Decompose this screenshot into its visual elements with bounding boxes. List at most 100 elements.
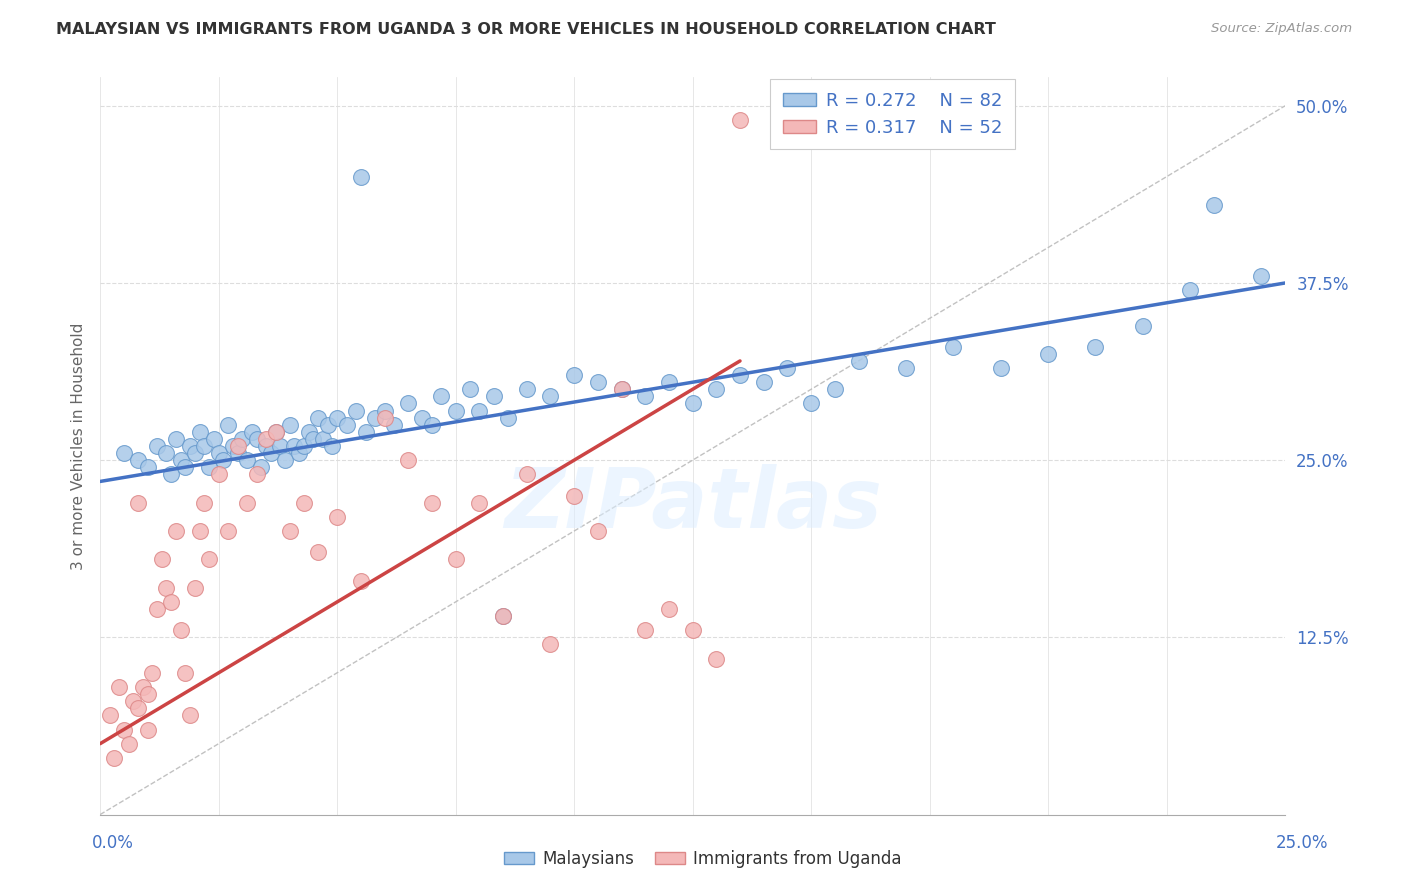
Point — [492, 609, 515, 624]
Point — [278, 417, 301, 432]
Point — [155, 581, 177, 595]
Point — [260, 446, 283, 460]
Point — [288, 446, 311, 460]
Point — [170, 453, 193, 467]
Point — [136, 687, 159, 701]
Point — [990, 361, 1012, 376]
Point — [108, 680, 131, 694]
Point — [193, 496, 215, 510]
Point — [942, 340, 965, 354]
Legend: Malaysians, Immigrants from Uganda: Malaysians, Immigrants from Uganda — [498, 844, 908, 875]
Point — [254, 432, 277, 446]
Point — [538, 637, 561, 651]
Point — [658, 602, 681, 616]
Legend: R = 0.272    N = 82, R = 0.317    N = 52: R = 0.272 N = 82, R = 0.317 N = 52 — [770, 79, 1015, 149]
Point — [136, 460, 159, 475]
Point — [292, 439, 315, 453]
Point — [298, 425, 321, 439]
Point — [411, 410, 433, 425]
Point — [245, 467, 267, 482]
Point — [155, 446, 177, 460]
Point — [312, 432, 335, 446]
Point — [150, 552, 173, 566]
Point — [396, 396, 419, 410]
Point — [264, 425, 287, 439]
Point — [516, 467, 538, 482]
Point — [127, 701, 149, 715]
Point — [586, 524, 609, 538]
Point — [610, 382, 633, 396]
Y-axis label: 3 or more Vehicles in Household: 3 or more Vehicles in Household — [72, 322, 86, 570]
Point — [682, 396, 704, 410]
Point — [207, 467, 229, 482]
Point — [776, 361, 799, 376]
Point — [103, 751, 125, 765]
Point — [132, 680, 155, 694]
Point — [496, 410, 519, 425]
Text: ZIPatlas: ZIPatlas — [503, 465, 882, 546]
Point — [122, 694, 145, 708]
Point — [468, 496, 491, 510]
Point — [146, 439, 169, 453]
Point — [350, 169, 373, 184]
Point — [373, 410, 395, 425]
Point — [179, 439, 201, 453]
Point — [254, 439, 277, 453]
Point — [516, 382, 538, 396]
Text: Source: ZipAtlas.com: Source: ZipAtlas.com — [1212, 22, 1353, 36]
Point — [250, 460, 273, 475]
Point — [634, 624, 657, 638]
Point — [160, 595, 183, 609]
Point — [184, 581, 207, 595]
Point — [728, 368, 751, 383]
Point — [174, 665, 197, 680]
Point — [184, 446, 207, 460]
Point — [112, 446, 135, 460]
Point — [160, 467, 183, 482]
Point — [396, 453, 419, 467]
Point — [226, 446, 249, 460]
Point — [141, 665, 163, 680]
Point — [634, 389, 657, 403]
Point — [207, 446, 229, 460]
Point — [198, 552, 221, 566]
Point — [307, 545, 329, 559]
Point — [1084, 340, 1107, 354]
Point — [430, 389, 453, 403]
Point — [344, 403, 367, 417]
Point — [292, 496, 315, 510]
Point — [1202, 198, 1225, 212]
Point — [236, 453, 259, 467]
Point — [127, 453, 149, 467]
Point — [364, 410, 387, 425]
Point — [752, 375, 775, 389]
Point — [240, 425, 263, 439]
Point — [382, 417, 405, 432]
Point — [146, 602, 169, 616]
Point — [269, 439, 291, 453]
Point — [226, 439, 249, 453]
Point — [222, 439, 245, 453]
Point — [824, 382, 846, 396]
Point — [217, 524, 239, 538]
Point — [165, 432, 187, 446]
Point — [245, 432, 267, 446]
Text: 25.0%: 25.0% — [1277, 834, 1329, 852]
Point — [444, 403, 467, 417]
Point — [117, 737, 139, 751]
Point — [354, 425, 377, 439]
Point — [188, 425, 211, 439]
Point — [658, 375, 681, 389]
Point — [202, 432, 225, 446]
Point — [170, 624, 193, 638]
Point — [562, 489, 585, 503]
Point — [610, 382, 633, 396]
Point — [482, 389, 505, 403]
Point — [326, 410, 349, 425]
Point — [217, 417, 239, 432]
Point — [704, 382, 727, 396]
Point — [198, 460, 221, 475]
Point — [848, 354, 870, 368]
Point — [278, 524, 301, 538]
Point — [420, 496, 443, 510]
